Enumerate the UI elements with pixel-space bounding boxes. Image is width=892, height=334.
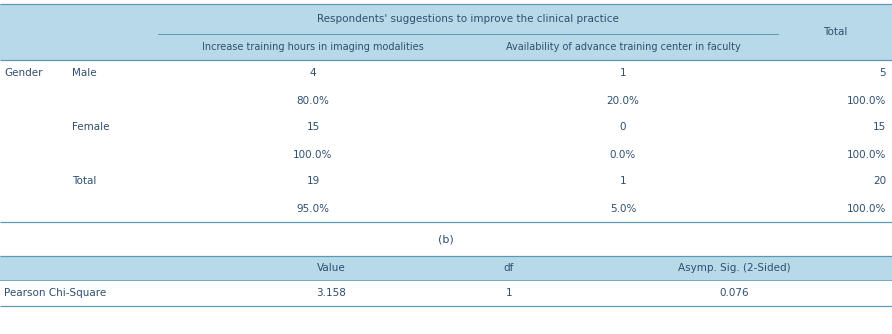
Bar	[158, 141, 468, 168]
Text: Gender: Gender	[4, 68, 43, 78]
Bar	[68, 87, 158, 114]
Bar	[68, 168, 158, 195]
Text: 1: 1	[506, 288, 512, 298]
Bar	[0, 280, 220, 306]
Bar	[468, 195, 778, 222]
Text: Increase training hours in imaging modalities: Increase training hours in imaging modal…	[202, 42, 424, 52]
Bar	[468, 141, 778, 168]
Text: Total: Total	[72, 176, 96, 186]
Text: Asymp. Sig. (2-Sided): Asymp. Sig. (2-Sided)	[678, 263, 790, 273]
Bar	[576, 280, 892, 306]
Text: Respondents' suggestions to improve the clinical practice: Respondents' suggestions to improve the …	[317, 14, 619, 24]
Bar	[468, 87, 778, 114]
Bar	[68, 60, 158, 87]
Bar	[0, 256, 220, 280]
Bar	[0, 114, 68, 141]
Bar	[778, 60, 892, 87]
Bar	[68, 141, 158, 168]
Text: 20.0%: 20.0%	[607, 96, 640, 106]
Bar	[0, 34, 158, 60]
Text: 20: 20	[873, 176, 886, 186]
Bar	[158, 168, 468, 195]
Bar	[158, 34, 468, 60]
Text: Value: Value	[317, 263, 345, 273]
Bar	[778, 4, 892, 60]
Text: 100.0%: 100.0%	[293, 150, 333, 160]
Bar	[0, 60, 68, 87]
Bar	[158, 87, 468, 114]
Text: Pearson Chi-Square: Pearson Chi-Square	[4, 288, 106, 298]
Bar	[158, 60, 468, 87]
Text: Availability of advance training center in faculty: Availability of advance training center …	[506, 42, 740, 52]
Bar	[68, 114, 158, 141]
Text: 80.0%: 80.0%	[296, 96, 329, 106]
Text: df: df	[504, 263, 514, 273]
Bar	[778, 114, 892, 141]
Text: 100.0%: 100.0%	[847, 150, 886, 160]
Text: 1: 1	[620, 68, 626, 78]
Bar	[468, 34, 778, 60]
Text: (b): (b)	[438, 235, 454, 245]
Bar	[778, 87, 892, 114]
Text: 100.0%: 100.0%	[847, 203, 886, 213]
Bar	[0, 168, 68, 195]
Text: 95.0%: 95.0%	[296, 203, 329, 213]
Bar	[0, 195, 68, 222]
Text: 1: 1	[620, 176, 626, 186]
Text: 0.076: 0.076	[719, 288, 748, 298]
Text: 19: 19	[306, 176, 319, 186]
Bar	[468, 60, 778, 87]
Bar	[158, 114, 468, 141]
Text: 0.0%: 0.0%	[610, 150, 636, 160]
Bar	[0, 141, 68, 168]
Bar	[158, 195, 468, 222]
Bar	[778, 195, 892, 222]
Bar	[468, 168, 778, 195]
Bar	[576, 256, 892, 280]
Bar	[0, 87, 68, 114]
Bar	[442, 256, 576, 280]
Text: Total: Total	[822, 27, 847, 37]
Text: 3.158: 3.158	[316, 288, 346, 298]
Text: Male: Male	[72, 68, 96, 78]
Bar	[778, 141, 892, 168]
Bar	[220, 256, 442, 280]
Bar	[468, 114, 778, 141]
Bar	[158, 4, 778, 34]
Bar	[68, 195, 158, 222]
Text: 5: 5	[880, 68, 886, 78]
Text: 0: 0	[620, 123, 626, 133]
Text: 100.0%: 100.0%	[847, 96, 886, 106]
Bar	[778, 168, 892, 195]
Text: 5.0%: 5.0%	[610, 203, 636, 213]
Text: 4: 4	[310, 68, 317, 78]
Text: Female: Female	[72, 123, 110, 133]
Text: 15: 15	[306, 123, 319, 133]
Bar	[0, 4, 158, 34]
Bar	[220, 280, 442, 306]
Bar	[442, 280, 576, 306]
Text: 15: 15	[872, 123, 886, 133]
